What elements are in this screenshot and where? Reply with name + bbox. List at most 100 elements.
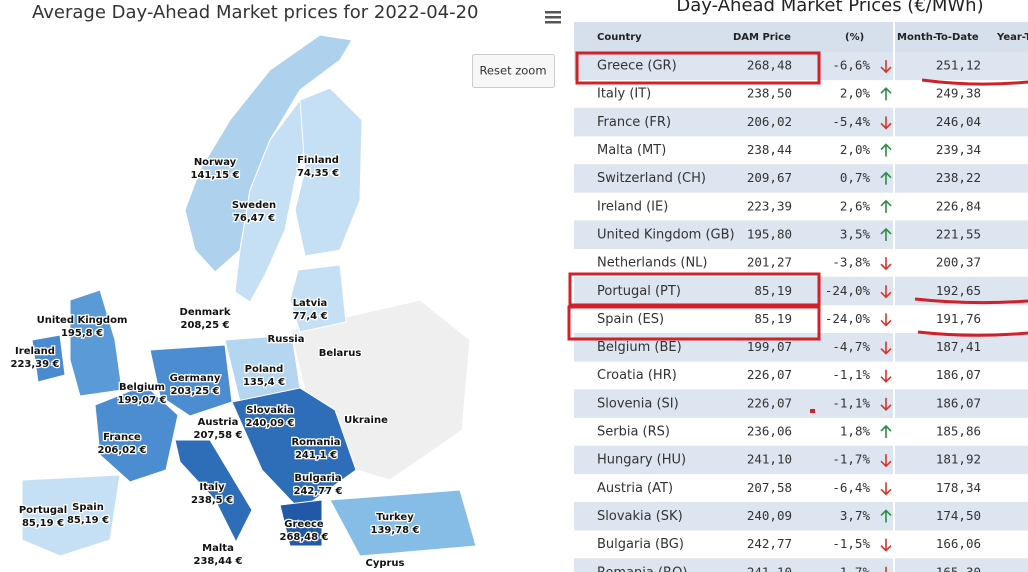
country-name: Poland bbox=[245, 364, 284, 375]
table-title: Day-Ahead Market Prices (€/MWh) bbox=[676, 0, 983, 16]
change-cell: -24,0% bbox=[825, 283, 871, 298]
mtd-cell: 186,07 bbox=[936, 367, 981, 382]
country-name: Germany bbox=[170, 373, 221, 384]
change-cell: 2,0% bbox=[840, 142, 871, 157]
country-cell: Switzerland (CH) bbox=[597, 171, 706, 186]
row-bg bbox=[574, 108, 1028, 137]
country-price: 268,48 € bbox=[279, 532, 328, 543]
change-cell: -4,7% bbox=[832, 339, 870, 354]
country-price: 242,77 € bbox=[293, 486, 342, 497]
country-name: United Kingdom bbox=[37, 315, 128, 326]
row-bg bbox=[574, 530, 1028, 559]
mtd-cell: 191,76 bbox=[936, 311, 981, 326]
menu-icon[interactable] bbox=[545, 11, 561, 24]
country-name: Russia bbox=[268, 334, 305, 345]
price-cell: 240,09 bbox=[747, 508, 792, 523]
change-arrow bbox=[880, 482, 892, 496]
country-name: Spain bbox=[72, 502, 104, 513]
country-cell: France (FR) bbox=[597, 115, 671, 130]
row-bg bbox=[574, 558, 1028, 572]
button-bg bbox=[472, 54, 555, 88]
country-price: 206,02 € bbox=[97, 445, 146, 456]
header-cell: DAM Price bbox=[733, 32, 791, 43]
mtd-cell: 185,86 bbox=[936, 424, 981, 439]
country-name: Belgium bbox=[119, 382, 165, 393]
country-price: 85,19 € bbox=[22, 518, 64, 529]
region-sweden bbox=[234, 98, 311, 303]
menu-bar bbox=[545, 21, 561, 24]
change-cell: 1,8% bbox=[840, 424, 871, 439]
country-cell: Romania (RO) bbox=[597, 565, 687, 572]
row-bg bbox=[574, 220, 1028, 250]
price-cell: 85,19 bbox=[754, 311, 792, 326]
mtd-cell: 187,41 bbox=[936, 339, 981, 354]
country-name: Turkey bbox=[376, 512, 414, 523]
change-arrow bbox=[880, 397, 892, 412]
region-turkey bbox=[329, 489, 477, 557]
price-cell: 206,02 bbox=[747, 114, 792, 129]
row-bg bbox=[574, 417, 1028, 447]
region-iberia bbox=[21, 474, 121, 557]
country-price: 207,58 € bbox=[193, 430, 242, 441]
country-cell: Slovenia (SI) bbox=[597, 396, 679, 411]
country-name: France bbox=[103, 432, 141, 443]
country-price: 77,4 € bbox=[292, 311, 327, 322]
change-cell: -6,6% bbox=[832, 58, 870, 73]
region-uk bbox=[69, 289, 123, 397]
country-price: 195,8 € bbox=[61, 328, 103, 339]
mtd-cell: 239,34 bbox=[936, 142, 981, 157]
change-arrow bbox=[880, 509, 892, 523]
country-name: Sweden bbox=[232, 200, 276, 211]
country-price: 238,5 € bbox=[191, 495, 233, 506]
country-cell: Ireland (IE) bbox=[597, 199, 668, 214]
row-bg bbox=[574, 80, 1028, 109]
menu-bar bbox=[545, 16, 561, 19]
change-cell: -1,1% bbox=[832, 395, 870, 410]
highlights bbox=[567, 51, 1028, 413]
country-price: 240,09 € bbox=[245, 418, 294, 429]
mtd-cell: 251,12 bbox=[936, 58, 981, 73]
change-arrow bbox=[880, 60, 892, 74]
region-france bbox=[94, 384, 179, 483]
menu-bar bbox=[545, 11, 561, 14]
country-price: 223,39 € bbox=[10, 359, 59, 370]
underline bbox=[917, 330, 1028, 337]
change-arrow bbox=[880, 199, 892, 213]
reset-zoom-button[interactable]: Reset zoom bbox=[472, 54, 555, 88]
change-arrow bbox=[880, 87, 892, 101]
country-cell: United Kingdom (GB) bbox=[597, 227, 735, 242]
price-cell: 201,27 bbox=[747, 255, 792, 270]
change-cell: -1,7% bbox=[832, 452, 870, 467]
change-cell: -24,0% bbox=[825, 311, 871, 326]
country-name: Ukraine bbox=[344, 415, 388, 426]
country-cell: Portugal (PT) bbox=[597, 284, 681, 299]
price-cell: 268,48 bbox=[747, 58, 792, 73]
country-cell: Netherlands (NL) bbox=[597, 256, 708, 271]
price-cell: 226,07 bbox=[747, 395, 792, 410]
country-cell: Bulgaria (BG) bbox=[597, 537, 684, 552]
change-cell: 3,7% bbox=[840, 508, 871, 523]
country-price: 139,78 € bbox=[370, 525, 419, 536]
country-name: Finland bbox=[297, 155, 339, 166]
country-cell: Italy (IT) bbox=[597, 87, 651, 102]
change-arrow bbox=[880, 538, 892, 552]
change-cell: -1,5% bbox=[832, 536, 870, 551]
region-germany bbox=[149, 344, 233, 417]
row-bg bbox=[574, 474, 1028, 503]
change-cell: -1,1% bbox=[832, 367, 870, 382]
highlight-box bbox=[575, 51, 821, 85]
change-arrow bbox=[880, 313, 892, 327]
region-finland bbox=[294, 87, 363, 257]
country-name: Norway bbox=[194, 157, 237, 168]
row-bg bbox=[574, 305, 1028, 334]
country-price: 241,1 € bbox=[295, 450, 337, 461]
region-balkans bbox=[231, 387, 357, 511]
header-cell: Year-T bbox=[996, 32, 1028, 43]
mtd-cell: 221,55 bbox=[936, 226, 981, 241]
row-bg bbox=[574, 361, 1028, 390]
country-price: 203,25 € bbox=[170, 386, 219, 397]
change-arrow bbox=[880, 171, 892, 185]
country-name: Italy bbox=[199, 482, 225, 493]
country-cell: Slovakia (SK) bbox=[597, 509, 683, 524]
highlight-box bbox=[567, 305, 821, 341]
